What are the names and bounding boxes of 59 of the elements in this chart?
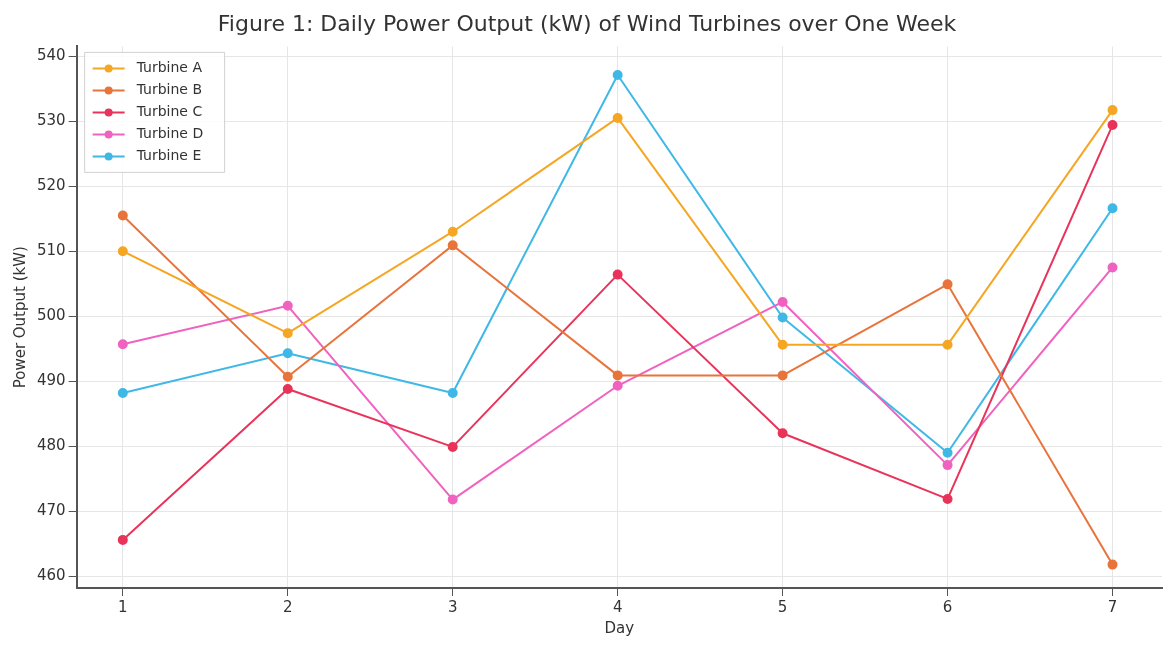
point xyxy=(777,312,788,323)
point xyxy=(942,279,953,290)
point xyxy=(942,460,953,471)
point xyxy=(777,428,788,439)
x-tick-label: 1 xyxy=(118,597,128,616)
point xyxy=(1107,262,1118,273)
point xyxy=(612,380,623,391)
legend-label: Turbine A xyxy=(135,59,203,76)
legend-label: Turbine E xyxy=(135,147,202,164)
x-tick-label: 6 xyxy=(942,597,953,616)
point xyxy=(117,534,128,545)
point xyxy=(777,370,788,381)
point xyxy=(1107,559,1118,570)
point xyxy=(282,348,293,359)
legend-label: Turbine C xyxy=(135,103,203,120)
point xyxy=(282,300,293,311)
legend-label: Turbine D xyxy=(135,125,204,142)
point xyxy=(942,447,953,458)
y-tick-label: 530 xyxy=(36,111,66,130)
point xyxy=(447,240,458,251)
x-tick-label: 3 xyxy=(447,597,458,616)
point xyxy=(282,371,293,382)
point xyxy=(117,246,128,257)
point xyxy=(447,387,458,398)
point xyxy=(117,210,128,221)
y-axis-title: Power Output (kW) xyxy=(10,246,29,389)
y-tick-label: 510 xyxy=(36,241,66,260)
point xyxy=(282,384,293,395)
point xyxy=(612,269,623,280)
point xyxy=(777,296,788,307)
point xyxy=(942,339,953,350)
point xyxy=(612,112,623,123)
point xyxy=(942,493,953,504)
y-tick-label: 470 xyxy=(36,501,66,520)
point xyxy=(117,387,128,398)
point xyxy=(777,339,788,350)
y-tick-label: 490 xyxy=(36,371,66,390)
point xyxy=(1107,105,1118,116)
point xyxy=(612,70,623,81)
point xyxy=(447,441,458,452)
point xyxy=(447,494,458,505)
x-tick-label: 4 xyxy=(612,597,623,616)
x-tick-label: 5 xyxy=(777,597,788,616)
point xyxy=(117,339,128,350)
point xyxy=(1107,203,1118,214)
x-axis-title: Day xyxy=(604,618,635,637)
y-tick-label: 480 xyxy=(36,436,66,455)
y-tick-label: 500 xyxy=(36,306,66,325)
chart-title: Figure 1: Daily Power Output (kW) of Wind Turbines over One Week xyxy=(217,10,957,36)
x-tick-label: 7 xyxy=(1107,597,1118,616)
point xyxy=(1107,120,1118,131)
point xyxy=(447,226,458,237)
x-tick-label: 2 xyxy=(282,597,293,616)
y-tick-label: 520 xyxy=(36,176,66,195)
y-tick-label: 460 xyxy=(36,566,66,585)
legend-label: Turbine B xyxy=(135,81,203,98)
point xyxy=(282,328,293,339)
y-tick-label: 540 xyxy=(36,46,66,65)
point xyxy=(612,370,623,381)
